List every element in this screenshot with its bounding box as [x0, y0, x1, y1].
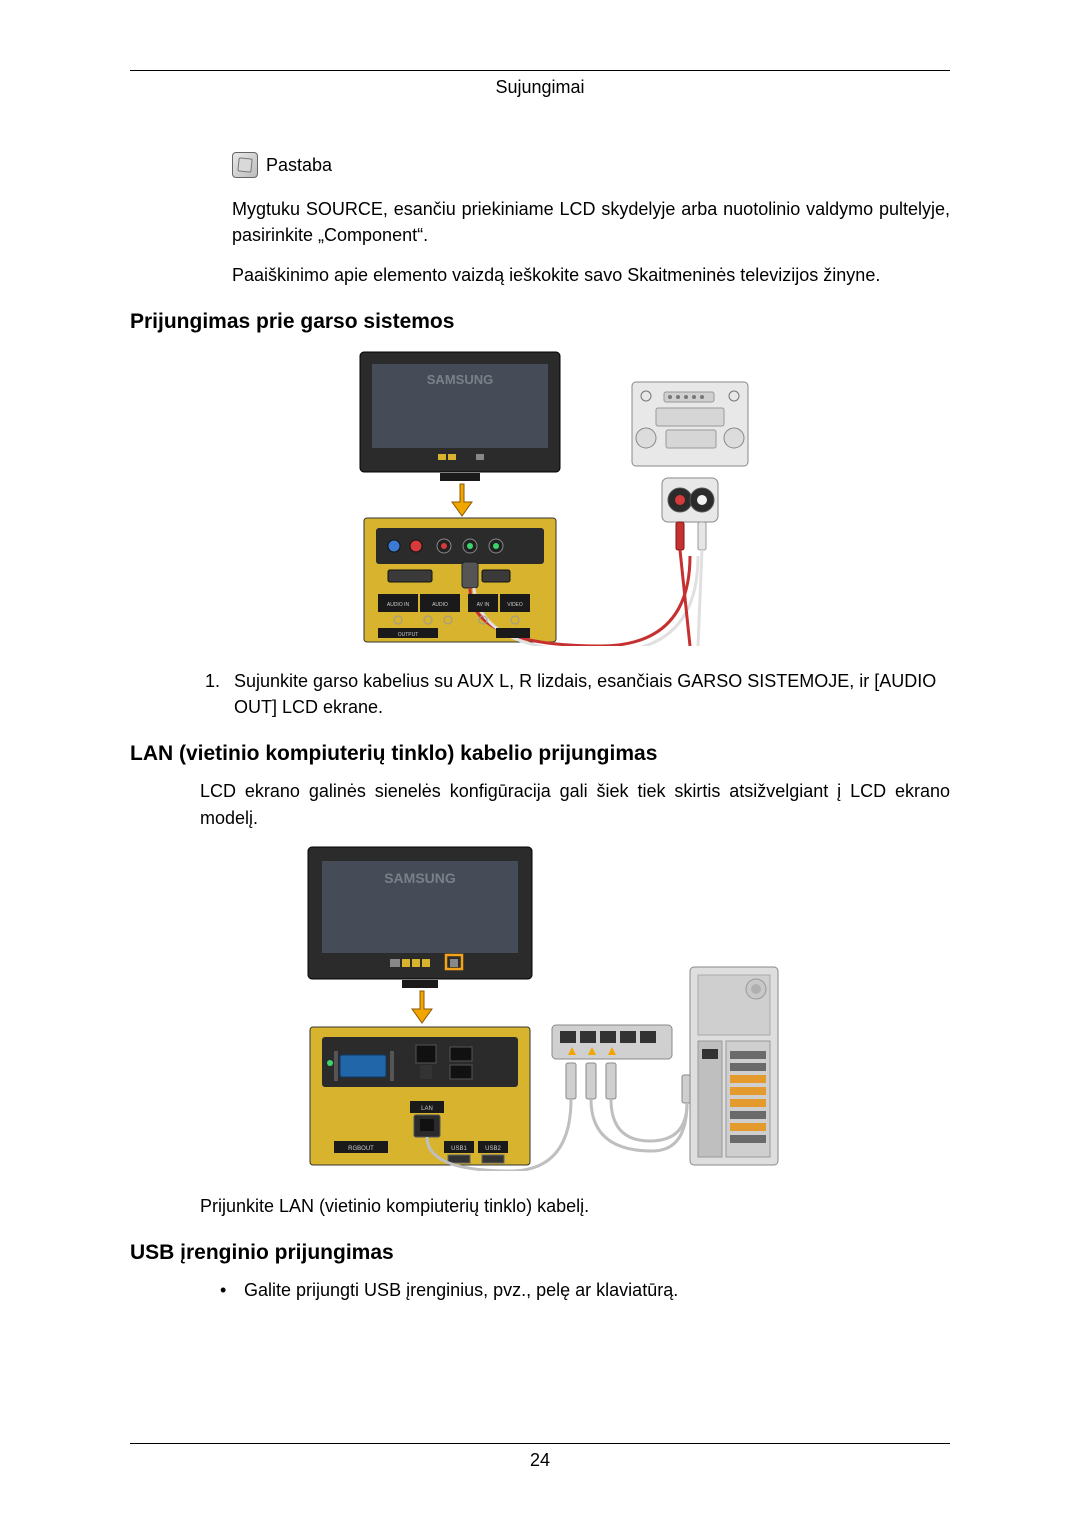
section-3-title: USB įrenginio prijungimas: [130, 1241, 950, 1265]
note-para-2: Paaiškinimo apie elemento vaizdą ieškoki…: [232, 262, 950, 288]
svg-text:USB2: USB2: [485, 1146, 501, 1152]
svg-text:SAMSUNG: SAMSUNG: [427, 372, 493, 387]
section-1-step-1: 1. Sujunkite garso kabelius su AUX L, R …: [200, 668, 950, 720]
list-number: 1.: [200, 668, 234, 720]
note-heading: Pastaba: [232, 152, 950, 178]
svg-text:SAMSUNG: SAMSUNG: [384, 870, 456, 886]
list-text: Sujunkite garso kabelius su AUX L, R liz…: [234, 668, 950, 720]
bullet-text: Galite prijungti USB įrenginius, pvz., p…: [244, 1277, 678, 1303]
note-label: Pastaba: [266, 155, 332, 176]
note-para-1: Mygtuku SOURCE, esančiu priekiniame LCD …: [232, 196, 950, 248]
note-icon: [232, 152, 258, 178]
diagram-audio-connection: SAMSUNG AUDIO IN AUDIO AV IN: [130, 346, 950, 646]
page-number: 24: [130, 1450, 950, 1471]
svg-text:AUDIO IN: AUDIO IN: [387, 602, 410, 608]
svg-text:OUTPUT: OUTPUT: [398, 632, 419, 638]
section-2-after: Prijunkite LAN (vietinio kompiuterių tin…: [200, 1193, 950, 1219]
svg-text:AUDIO: AUDIO: [432, 602, 448, 608]
diagram-lan-connection: SAMSUNG LAN R: [130, 841, 950, 1171]
svg-text:VIDEO: VIDEO: [507, 602, 523, 608]
svg-text:LAN: LAN: [421, 1106, 433, 1112]
svg-text:AV IN: AV IN: [477, 602, 490, 608]
svg-text:RGBOUT: RGBOUT: [348, 1146, 374, 1152]
section-1-title: Prijungimas prie garso sistemos: [130, 310, 950, 334]
section-3-bullet: • Galite prijungti USB įrenginius, pvz.,…: [220, 1277, 950, 1303]
svg-text:USB1: USB1: [451, 1146, 467, 1152]
page-header: Sujungimai: [130, 77, 950, 104]
bullet-marker: •: [220, 1277, 244, 1303]
section-2-title: LAN (vietinio kompiuterių tinklo) kabeli…: [130, 742, 950, 766]
section-2-intro: LCD ekrano galinės sienelės konfigūracij…: [200, 778, 950, 830]
